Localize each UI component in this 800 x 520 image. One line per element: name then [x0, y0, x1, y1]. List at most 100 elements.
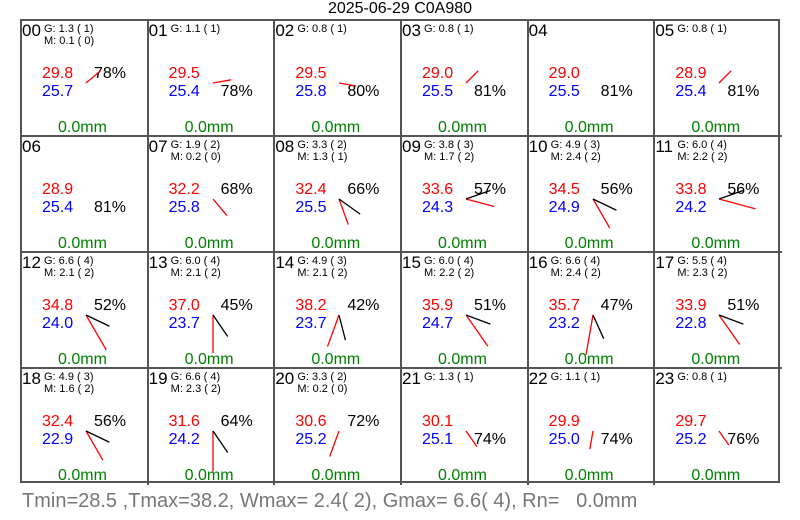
hour-cell: 00 G: 1.3 ( 1) M: 0.1 ( 0) 29.8 25.7 78% 0.0mm	[22, 21, 149, 137]
dewpoint-value: 22.9	[42, 431, 74, 448]
gust-label: G: 0.8 ( 1)	[424, 23, 474, 35]
temperature-value: 29.0	[422, 65, 454, 82]
temperature-value: 37.0	[168, 297, 200, 314]
dewpoint-value: 25.5	[548, 83, 580, 100]
dewpoint-value: 25.5	[295, 199, 327, 216]
hour-label: 21	[402, 369, 421, 388]
humidity-value: 81%	[727, 83, 760, 100]
hour-label: 04	[528, 21, 548, 40]
temperature-value: 33.9	[675, 297, 707, 314]
humidity-value: 51%	[727, 297, 760, 314]
humidity-value: 66%	[347, 181, 380, 198]
hour-label: 17	[655, 253, 675, 272]
temperature-value: 33.8	[675, 181, 707, 198]
rain-value: 0.0mm	[691, 235, 741, 252]
humidity-value: 76%	[727, 431, 760, 448]
mean-wind-label: M: 2.1 ( 2)	[170, 267, 221, 279]
humidity-value: 47%	[600, 297, 633, 314]
dewpoint-value: 23.7	[168, 315, 200, 332]
humidity-value: 81%	[600, 83, 633, 100]
hour-cell: 02 G: 0.8 ( 1) 29.5 25.8 80% 0.0mm	[275, 21, 402, 137]
hour-cell: 21 G: 1.3 ( 1) 30.1 25.1 74% 0.0mm	[402, 369, 529, 485]
hour-cell: 07 G: 1.9 ( 2) M: 0.2 ( 0) 32.2 25.8 68% 0.0mm	[148, 137, 276, 253]
gust-label: G: 3.3 ( 2)	[297, 139, 347, 151]
summary-footer: Tmin=28.5 ,Tmax=38.2, Wmax= 2.4( 2), Gma…	[22, 490, 638, 512]
rain-value: 0.0mm	[691, 351, 741, 368]
temperature-value: 38.2	[295, 297, 327, 314]
hour-label: 02	[275, 21, 295, 40]
gust-label: G: 6.6 ( 4)	[550, 255, 601, 267]
hour-label: 19	[148, 369, 168, 388]
hour-cell: 05 G: 0.8 ( 1) 28.9 25.4 81% 0.0mm	[655, 21, 782, 137]
hour-label: 08	[275, 137, 295, 156]
hour-cell: 01 G: 1.1 ( 1) 29.5 25.4 78% 0.0mm	[148, 21, 276, 137]
mean-wind-label: M: 2.4 ( 2)	[550, 267, 601, 279]
hour-label: 13	[148, 253, 168, 272]
rain-value: 0.0mm	[564, 351, 614, 368]
temperature-value: 35.9	[422, 297, 454, 314]
hour-cell: 12 G: 6.6 ( 4) M: 2.1 ( 2) 34.8 24.0 52% 0.0mm	[22, 253, 149, 369]
gust-label: G: 6.0 ( 4)	[677, 139, 727, 151]
hour-label: 15	[402, 253, 421, 272]
hour-cell: 19 G: 6.6 ( 4) M: 2.3 ( 2) 31.6 24.2 64% 0.0mm	[149, 369, 276, 485]
dewpoint-value: 25.4	[168, 83, 200, 100]
humidity-value: 42%	[347, 297, 380, 314]
hour-label: 16	[528, 253, 548, 272]
rain-value: 0.0mm	[58, 235, 107, 252]
rain-value: 0.0mm	[311, 467, 361, 484]
dewpoint-value: 24.9	[548, 199, 580, 216]
temperature-value: 29.5	[295, 65, 327, 82]
gust-label: G: 5.5 ( 4)	[677, 255, 727, 267]
temperature-value: 28.9	[42, 181, 74, 198]
rain-value: 0.0mm	[691, 119, 741, 136]
mean-wind-label: M: 2.2 ( 2)	[677, 151, 728, 163]
mean-wind-label: M: 0.2 ( 0)	[297, 383, 348, 395]
dewpoint-value: 25.1	[422, 431, 454, 448]
humidity-value: 74%	[600, 431, 633, 448]
gust-label: G: 1.3 ( 1)	[44, 23, 94, 35]
hour-label: 23	[655, 369, 675, 388]
humidity-value: 51%	[474, 297, 507, 314]
rain-value: 0.0mm	[438, 119, 487, 136]
hour-cell: 14 G: 4.9 ( 3) M: 2.1 ( 2) 38.2 23.7 42% 0.0mm	[275, 253, 402, 369]
rain-value: 0.0mm	[438, 467, 487, 484]
hour-cell: 18 G: 4.9 ( 3) M: 1.6 ( 2) 32.4 22.9 56% 0.0mm	[22, 369, 149, 485]
dewpoint-value: 25.7	[42, 83, 74, 100]
humidity-value: 80%	[347, 83, 380, 100]
dewpoint-value: 22.8	[675, 315, 707, 332]
hour-cell: 16 G: 6.6 ( 4) M: 2.4 ( 2) 35.7 23.2 47% 0.0mm	[528, 253, 656, 369]
temperature-value: 32.4	[295, 181, 327, 198]
mean-wind-label: M: 1.3 ( 1)	[297, 151, 348, 163]
rain-value: 0.0mm	[564, 235, 614, 252]
hour-label: 12	[22, 253, 41, 272]
temperature-value: 34.5	[548, 181, 580, 198]
dewpoint-value: 24.2	[168, 431, 200, 448]
dewpoint-value: 25.2	[295, 431, 327, 448]
gust-label: G: 1.9 ( 2)	[170, 139, 221, 151]
dewpoint-value: 23.2	[548, 315, 580, 332]
temperature-value: 32.4	[42, 413, 74, 430]
temperature-value: 29.9	[548, 413, 580, 430]
hour-cell: 17 G: 5.5 ( 4) M: 2.3 ( 2) 33.9 22.8 51% 0.0mm	[655, 253, 782, 369]
hour-cell: 09 G: 3.8 ( 3) M: 1.7 ( 2) 33.6 24.3 57% 0.0mm	[402, 137, 529, 253]
mean-wind-label: M: 2.3 ( 2)	[677, 267, 728, 279]
gust-label: G: 3.3 ( 2)	[297, 371, 347, 383]
humidity-value: 74%	[474, 431, 507, 448]
gust-label: G: 1.3 ( 1)	[424, 371, 474, 383]
rain-value: 0.0mm	[438, 235, 487, 252]
gust-label: G: 6.0 ( 4)	[170, 255, 221, 267]
hour-label: 00	[22, 21, 41, 40]
rain-value: 0.0mm	[58, 119, 107, 136]
page-title: 2025-06-29 C0A980	[327, 0, 473, 17]
gust-label: G: 1.1 ( 1)	[170, 23, 221, 35]
hour-cell: 13 G: 6.0 ( 4) M: 2.1 ( 2) 37.0 23.7 45% 0.0mm	[148, 253, 276, 369]
gust-label: G: 0.8 ( 1)	[677, 371, 727, 383]
temperature-value: 29.7	[675, 413, 707, 430]
hour-cell: 11 G: 6.0 ( 4) M: 2.2 ( 2) 33.8 24.2 56% 0.0mm	[655, 137, 782, 253]
humidity-value: 52%	[94, 297, 127, 314]
temperature-value: 31.6	[168, 413, 200, 430]
rain-value: 0.0mm	[311, 235, 361, 252]
dewpoint-value: 25.2	[675, 431, 707, 448]
rain-value: 0.0mm	[311, 119, 361, 136]
dewpoint-value: 24.2	[675, 199, 707, 216]
